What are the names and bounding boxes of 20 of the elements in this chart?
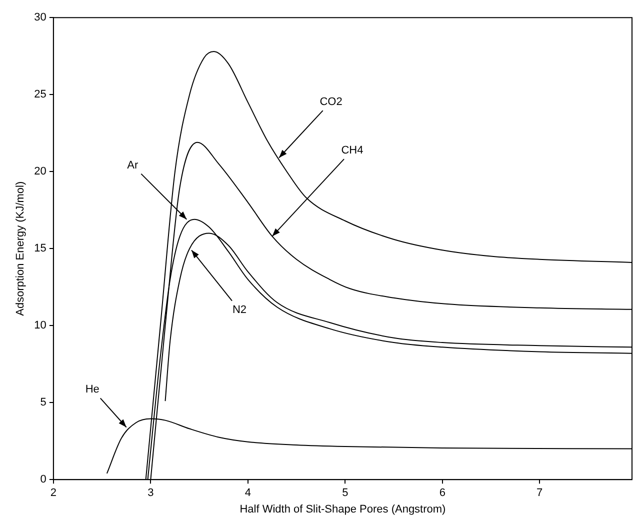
y-tick-label: 25	[34, 88, 46, 101]
x-tick-label: 2	[50, 487, 56, 500]
y-axis-title: Adsorption Energy (KJ/mol)	[14, 181, 27, 316]
x-tick-label: 4	[244, 487, 251, 500]
y-tick-label: 30	[34, 12, 46, 24]
y-tick-label: 0	[40, 474, 46, 486]
annotation: CO2	[320, 96, 342, 108]
x-tick-label: 3	[148, 487, 154, 500]
x-tick-label: 7	[536, 487, 543, 500]
annotation: He	[85, 383, 100, 396]
x-axis-title: Half Width of Slit-Shape Pores (Angstrom)	[240, 503, 446, 516]
y-tick-label: 20	[34, 166, 46, 178]
annotation: Ar	[127, 159, 138, 172]
y-tick-label: 5	[40, 396, 46, 409]
x-tick-label: 5	[342, 487, 348, 500]
y-tick-label: 15	[34, 242, 46, 255]
x-tick-label: 6	[439, 487, 446, 500]
y-tick-label: 10	[34, 320, 46, 332]
annotation: CH4	[341, 144, 364, 156]
annotation: N2	[232, 304, 247, 316]
